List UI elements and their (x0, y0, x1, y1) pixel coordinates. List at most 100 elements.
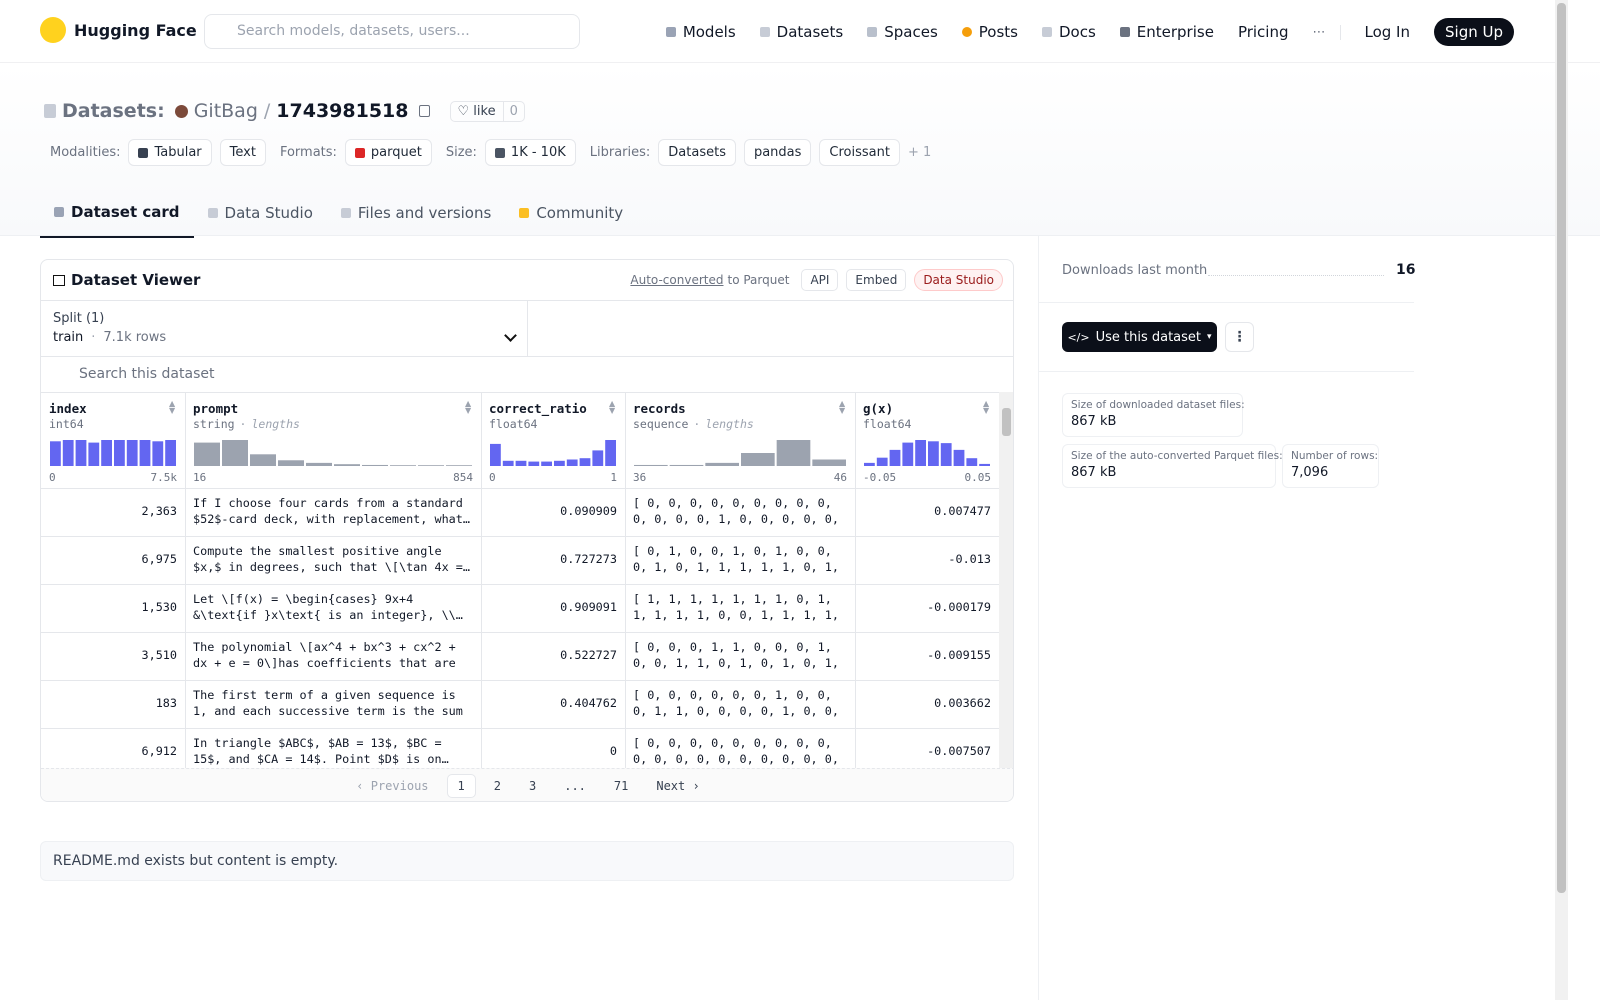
page-link[interactable]: 2 (493, 778, 501, 793)
histogram-bar[interactable] (502, 460, 514, 466)
table-cell[interactable]: 183 (155, 696, 177, 710)
table-cell[interactable]: In triangle $ABC$, $AB = 13$, $BC = 15$,… (193, 736, 449, 766)
nav-item[interactable]: Datasets (759, 23, 843, 41)
more-tags[interactable]: + 1 (907, 145, 932, 160)
page-link[interactable]: ‹ Previous (356, 778, 429, 793)
sort-icon[interactable]: ▲ ▼ (609, 399, 616, 415)
sort-icon[interactable]: ▲ ▼ (983, 399, 990, 415)
histogram-bar[interactable] (306, 462, 332, 466)
nav-item[interactable]: Docs (1041, 23, 1096, 41)
search-box[interactable]: Search models, datasets, users... (204, 14, 580, 49)
histogram-bar[interactable] (390, 465, 416, 466)
nav-item[interactable]: Models (665, 23, 736, 41)
table-cell[interactable]: 0.522727 (560, 648, 617, 662)
nav-item[interactable]: Enterprise (1119, 23, 1214, 41)
nav-item[interactable]: Posts (961, 23, 1018, 41)
table-cell[interactable]: Let \[f(x) = \begin{cases} 9x+4 &\text{i… (193, 592, 463, 622)
table-cell[interactable]: [ 0, 1, 0, 0, 1, 0, 1, 0, 0, 0, 1, 0, 1,… (633, 544, 839, 577)
viewer-button[interactable]: API (801, 269, 839, 291)
tag-chip[interactable]: parquet (344, 139, 432, 166)
auto-converted-link[interactable]: Auto-converted (630, 273, 724, 287)
histogram-bar[interactable] (928, 441, 939, 466)
table-cell[interactable]: [ 0, 0, 0, 0, 0, 0, 0, 0, 0, 0, 0, 0, 0,… (633, 736, 839, 769)
split-select[interactable]: train · 7.1k rows (53, 329, 517, 345)
table-cell[interactable]: -0.000179 (927, 600, 991, 614)
histogram-bar[interactable] (250, 454, 276, 466)
table-cell[interactable]: [ 0, 0, 0, 0, 0, 0, 0, 0, 0, 0, 0, 0, 0,… (633, 496, 839, 529)
sort-icon[interactable]: ▲ ▼ (465, 399, 472, 415)
sort-icon[interactable]: ▲ ▼ (169, 399, 176, 415)
histogram-bar[interactable] (634, 464, 668, 466)
histogram-bar[interactable] (864, 462, 875, 466)
tag-chip[interactable]: 1K - 10K (484, 139, 576, 166)
logo[interactable]: Hugging Face (40, 17, 197, 43)
dataset-search[interactable]: Search this dataset (79, 366, 215, 382)
tag-chip[interactable]: Tabular (128, 139, 212, 166)
menu-icon[interactable]: ⋯ (1313, 24, 1341, 40)
tag-chip[interactable]: Text (219, 139, 266, 166)
column-name[interactable]: prompt (193, 401, 239, 416)
histogram-bar[interactable] (88, 442, 100, 466)
histogram-bar[interactable] (566, 459, 578, 467)
histogram-bar[interactable] (446, 465, 472, 466)
histogram-bar[interactable] (554, 460, 565, 466)
histogram-bar[interactable] (194, 442, 220, 466)
histogram-bar[interactable] (222, 440, 248, 466)
table-cell[interactable]: -0.009155 (927, 648, 991, 662)
histogram-bar[interactable] (50, 441, 61, 466)
histogram-bar[interactable] (515, 460, 527, 466)
histogram-bar[interactable] (966, 458, 978, 466)
histogram-bar[interactable] (362, 464, 388, 466)
more-button[interactable]: ⋮ (1225, 322, 1254, 352)
tab[interactable]: Community (505, 195, 637, 238)
table-cell[interactable]: 1,530 (141, 600, 177, 614)
histogram-bar[interactable] (541, 461, 552, 466)
use-dataset-button[interactable]: </> Use this dataset ▾ (1062, 322, 1217, 352)
table-cell[interactable]: If I choose four cards from a standard $… (193, 496, 470, 526)
page-link[interactable]: 71 (613, 778, 629, 793)
histogram-bar[interactable] (139, 440, 151, 466)
table-cell[interactable]: [ 0, 0, 0, 0, 0, 0, 1, 0, 0, 0, 1, 1, 0,… (633, 688, 839, 721)
signup[interactable]: Sign Up (1434, 18, 1514, 46)
histogram-bar[interactable] (889, 449, 901, 466)
table-cell[interactable]: 6,912 (141, 744, 177, 758)
histogram-bar[interactable] (979, 463, 990, 466)
tag-chip[interactable]: Datasets (658, 139, 736, 166)
table-cell[interactable]: [ 1, 1, 1, 1, 1, 1, 1, 0, 1, 1, 1, 1, 1,… (633, 592, 839, 625)
tag-chip[interactable]: pandas (743, 139, 812, 166)
table-cell[interactable]: Compute the smallest positive angle $x,$… (193, 544, 470, 574)
tab[interactable]: Dataset card (40, 195, 194, 238)
sort-icon[interactable]: ▲ ▼ (839, 399, 846, 415)
page-link[interactable]: ... (564, 778, 586, 793)
nav-item[interactable]: Pricing (1238, 23, 1289, 41)
column-name[interactable]: index (49, 401, 87, 416)
histogram-bar[interactable] (776, 440, 811, 466)
histogram-bar[interactable] (741, 453, 775, 466)
login[interactable]: Log In (1364, 23, 1411, 41)
histogram-bar[interactable] (278, 460, 304, 466)
histogram-bar[interactable] (592, 450, 604, 466)
table-cell[interactable]: 3,510 (141, 648, 177, 662)
table-cell[interactable]: 0 (609, 744, 617, 758)
table-cell[interactable]: 0.003662 (934, 696, 991, 710)
histogram-bar[interactable] (114, 440, 125, 466)
nav-item[interactable]: Spaces (867, 23, 938, 41)
histogram-bar[interactable] (812, 459, 846, 467)
column-name[interactable]: g(x) (863, 401, 894, 416)
column-name[interactable]: correct_ratio (489, 401, 587, 416)
histogram-bar[interactable] (334, 464, 360, 466)
histogram-bar[interactable] (62, 440, 74, 466)
histogram-bar[interactable] (101, 440, 112, 466)
table-cell[interactable]: [ 0, 0, 0, 1, 1, 0, 0, 0, 1, 0, 0, 1, 1,… (633, 640, 839, 673)
histogram-bar[interactable] (152, 441, 164, 466)
table-cell[interactable]: 6,975 (141, 552, 177, 566)
histogram-bar[interactable] (915, 440, 926, 466)
histogram-bar[interactable] (669, 464, 704, 466)
table-cell[interactable]: -0.007507 (927, 744, 991, 758)
viewer-button[interactable]: Data Studio (914, 269, 1003, 291)
histogram-bar[interactable] (953, 449, 965, 466)
table-cell[interactable]: 0.727273 (560, 552, 617, 566)
histogram-bar[interactable] (165, 440, 176, 466)
table-cell[interactable]: 0.090909 (560, 504, 617, 518)
table-cell[interactable]: -0.013 (948, 552, 991, 566)
